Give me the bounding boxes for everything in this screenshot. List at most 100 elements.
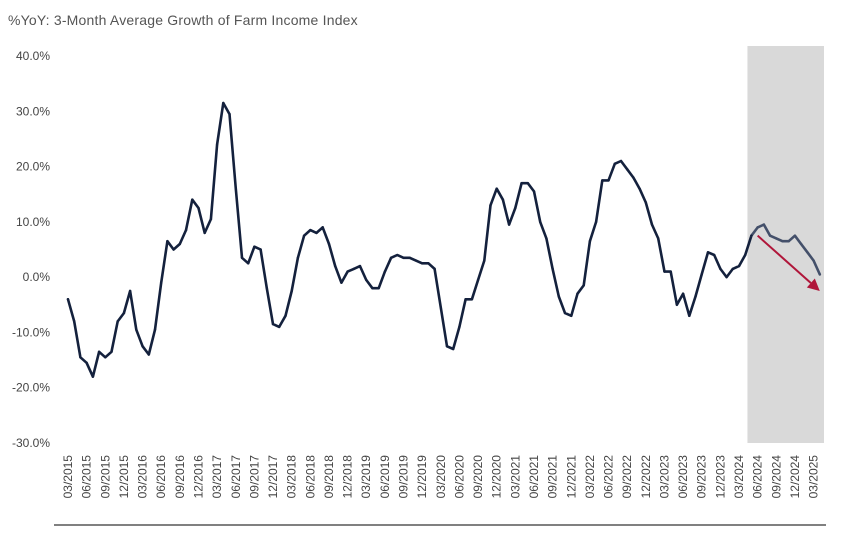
data-point — [79, 356, 82, 359]
x-tick-label: 03/2016 — [136, 455, 150, 499]
data-point — [806, 251, 809, 254]
x-tick-label: 06/2020 — [452, 455, 466, 499]
data-point — [73, 320, 76, 323]
x-tick-label: 06/2019 — [378, 455, 392, 499]
data-point — [352, 267, 356, 271]
data-point — [625, 168, 629, 171]
data-point — [545, 237, 548, 240]
x-tick-label: 03/2025 — [807, 455, 821, 499]
data-point — [191, 198, 194, 201]
data-point — [669, 270, 672, 273]
x-tick-label: 09/2023 — [695, 455, 709, 499]
x-tick-label: 03/2020 — [434, 455, 448, 499]
data-point — [476, 278, 480, 282]
x-tick-label: 03/2018 — [285, 455, 299, 499]
x-tick-label: 09/2017 — [247, 455, 261, 499]
data-point — [104, 356, 107, 359]
x-tick-label: 03/2019 — [359, 455, 373, 499]
data-point — [246, 262, 250, 265]
x-tick-label: 12/2021 — [564, 455, 578, 499]
data-point — [495, 187, 498, 190]
series-line-layer — [66, 101, 822, 378]
data-point — [775, 237, 778, 240]
data-point — [694, 295, 697, 298]
data-point — [340, 281, 343, 284]
x-tick-label: 06/2024 — [751, 455, 765, 499]
data-point — [588, 240, 592, 243]
data-point — [259, 248, 262, 251]
data-point — [346, 270, 349, 273]
data-point — [278, 325, 281, 329]
x-tick-label: 03/2015 — [61, 455, 75, 499]
data-point — [799, 242, 803, 246]
data-point — [818, 273, 821, 276]
data-point — [737, 264, 741, 268]
data-point — [228, 112, 231, 116]
data-point — [302, 234, 306, 237]
data-point — [501, 198, 505, 201]
x-tick-label: 06/2023 — [676, 455, 690, 499]
data-point — [744, 253, 747, 257]
data-point — [445, 345, 449, 348]
data-point-layer — [66, 101, 821, 378]
data-point — [97, 350, 101, 353]
data-point — [619, 159, 623, 163]
y-axis: 40.0% 30.0% 20.0% 10.0% 0.0% -10.0% -20.0% -30.… — [12, 49, 50, 450]
y-tick-label: -20.0% — [12, 381, 50, 395]
forecast-shading — [747, 46, 824, 443]
data-point — [762, 223, 766, 226]
data-point — [284, 314, 287, 318]
data-point — [520, 181, 523, 185]
data-point — [178, 242, 182, 246]
y-tick-label: -30.0% — [12, 436, 50, 450]
x-tick-label: 09/2022 — [620, 455, 634, 499]
data-point — [408, 256, 411, 259]
data-point — [166, 240, 169, 243]
x-tick-label: 03/2017 — [210, 455, 224, 499]
y-tick-label: 10.0% — [16, 215, 50, 229]
data-point — [358, 264, 362, 268]
y-tick-label: 40.0% — [16, 49, 50, 63]
data-point — [315, 231, 318, 235]
data-point — [383, 270, 387, 273]
data-point — [116, 320, 119, 323]
x-tick-label: 06/2022 — [602, 455, 616, 499]
data-point — [632, 176, 635, 179]
data-point — [681, 292, 685, 295]
data-point — [768, 234, 772, 237]
data-point — [787, 240, 790, 243]
data-point — [265, 287, 269, 290]
data-point — [309, 228, 312, 232]
data-point — [594, 220, 598, 224]
data-point — [333, 264, 337, 268]
data-point — [371, 287, 374, 290]
data-point — [147, 353, 150, 356]
x-tick-label: 06/2017 — [229, 455, 243, 499]
data-point — [657, 237, 660, 240]
y-tick-label: 30.0% — [16, 104, 50, 118]
data-point — [414, 259, 418, 262]
data-point — [85, 361, 88, 365]
data-point — [557, 295, 561, 298]
trend-arrow-shaft — [756, 234, 812, 284]
data-point — [750, 234, 753, 237]
data-point — [184, 228, 188, 232]
data-point — [514, 206, 517, 210]
data-point — [601, 179, 604, 182]
data-point — [607, 179, 610, 182]
x-tick-label: 03/2024 — [732, 455, 746, 499]
data-point — [570, 314, 573, 318]
data-point — [532, 190, 536, 193]
data-point — [712, 253, 716, 257]
x-tick-label: 12/2016 — [191, 455, 205, 499]
data-point — [756, 226, 759, 229]
data-point — [644, 201, 648, 204]
data-point — [172, 248, 175, 251]
y-tick-label: 20.0% — [16, 160, 50, 174]
data-point — [389, 256, 393, 259]
data-point — [700, 273, 703, 276]
data-point — [439, 306, 442, 309]
data-point — [650, 223, 654, 226]
x-tick-label: 12/2015 — [117, 455, 131, 499]
